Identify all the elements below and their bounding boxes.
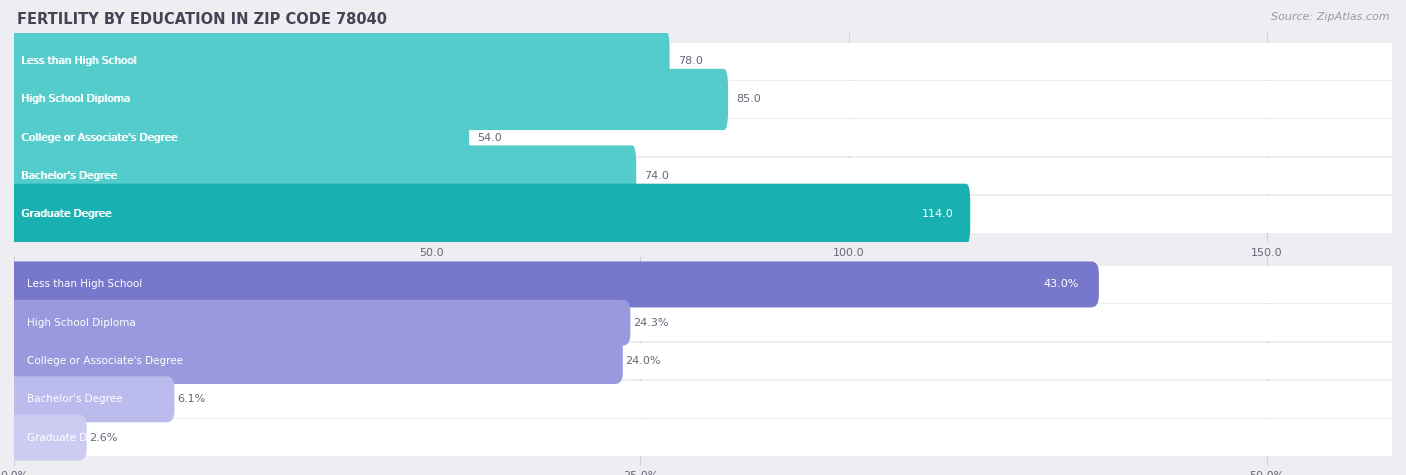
Text: 85.0: 85.0 (737, 95, 761, 104)
Text: FERTILITY BY EDUCATION IN ZIP CODE 78040: FERTILITY BY EDUCATION IN ZIP CODE 78040 (17, 12, 387, 27)
FancyBboxPatch shape (14, 419, 1392, 456)
Text: High School Diploma: High School Diploma (22, 95, 131, 104)
Text: Less than High School: Less than High School (27, 279, 142, 289)
FancyBboxPatch shape (14, 81, 1392, 118)
Text: Graduate Degree: Graduate Degree (27, 433, 117, 443)
FancyBboxPatch shape (10, 145, 636, 207)
Text: 43.0%: 43.0% (1043, 279, 1078, 289)
Text: Bachelor's Degree: Bachelor's Degree (21, 171, 117, 181)
FancyBboxPatch shape (14, 342, 1392, 380)
Text: 6.1%: 6.1% (177, 394, 205, 404)
FancyBboxPatch shape (10, 30, 669, 92)
Text: College or Associate's Degree: College or Associate's Degree (21, 133, 177, 143)
Text: Bachelor's Degree: Bachelor's Degree (22, 171, 118, 181)
Text: Bachelor's Degree: Bachelor's Degree (27, 394, 122, 404)
Text: High School Diploma: High School Diploma (21, 95, 129, 104)
FancyBboxPatch shape (7, 376, 174, 422)
FancyBboxPatch shape (14, 304, 1392, 341)
FancyBboxPatch shape (10, 107, 470, 168)
Text: Less than High School: Less than High School (22, 56, 138, 66)
Text: College or Associate's Degree: College or Associate's Degree (22, 133, 179, 143)
FancyBboxPatch shape (7, 300, 630, 346)
FancyBboxPatch shape (7, 415, 87, 461)
Text: 54.0: 54.0 (478, 133, 502, 143)
Text: 74.0: 74.0 (644, 171, 669, 181)
Text: 114.0: 114.0 (922, 209, 953, 219)
FancyBboxPatch shape (14, 119, 1392, 156)
Text: 2.6%: 2.6% (89, 433, 118, 443)
Text: 24.0%: 24.0% (626, 356, 661, 366)
FancyBboxPatch shape (10, 184, 970, 245)
Text: Graduate Degree: Graduate Degree (21, 209, 111, 219)
FancyBboxPatch shape (14, 43, 1392, 80)
FancyBboxPatch shape (7, 261, 1099, 307)
Text: College or Associate's Degree: College or Associate's Degree (27, 356, 183, 366)
Text: 78.0: 78.0 (678, 56, 703, 66)
Text: Source: ZipAtlas.com: Source: ZipAtlas.com (1271, 12, 1389, 22)
FancyBboxPatch shape (14, 381, 1392, 418)
Text: 24.3%: 24.3% (633, 318, 668, 328)
FancyBboxPatch shape (14, 158, 1392, 194)
FancyBboxPatch shape (14, 266, 1392, 303)
FancyBboxPatch shape (7, 338, 623, 384)
FancyBboxPatch shape (10, 69, 728, 130)
Text: Less than High School: Less than High School (21, 56, 136, 66)
Text: High School Diploma: High School Diploma (27, 318, 135, 328)
Text: Graduate Degree: Graduate Degree (22, 209, 112, 219)
FancyBboxPatch shape (14, 196, 1392, 233)
